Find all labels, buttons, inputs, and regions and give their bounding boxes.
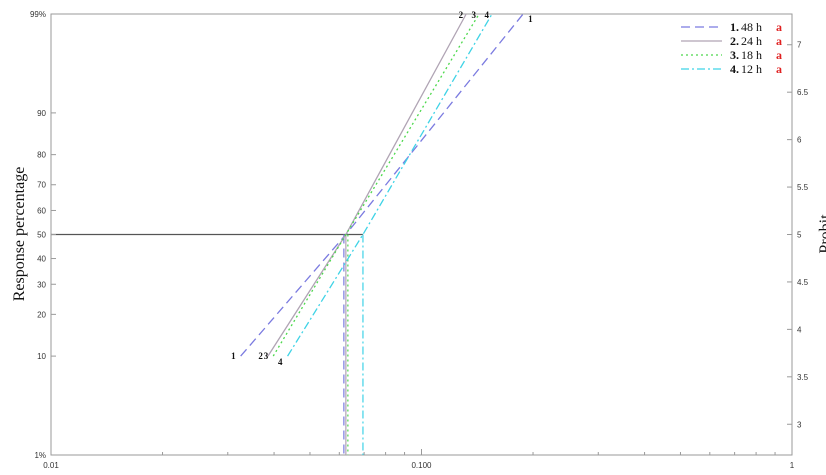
legend-number: 2. xyxy=(730,34,739,48)
y-tick-label: 99% xyxy=(30,10,46,19)
series-2: 22 xyxy=(258,10,467,455)
series-line xyxy=(287,13,493,357)
x-tick-label: 1 xyxy=(790,461,795,470)
y-tick-label: 40 xyxy=(37,255,46,264)
series-number-label: 3 xyxy=(264,351,269,361)
series-line xyxy=(267,13,467,357)
y-tick-label: 90 xyxy=(37,109,46,118)
legend-label: 2. 24 h xyxy=(730,34,762,48)
series-3: 33 xyxy=(264,10,480,455)
legend-number: 1. xyxy=(730,20,739,34)
legend-significance-letter: a xyxy=(776,20,782,34)
y2-tick-label: 4.5 xyxy=(797,278,809,287)
legend-significance-letter: a xyxy=(776,62,782,76)
legend-series-name: 24 h xyxy=(741,34,762,48)
legend: 1. 48 h a 2. 24 h a 3. 18 h a 4. 12 h a xyxy=(681,20,782,76)
legend-significance-letter: a xyxy=(776,34,782,48)
y-tick-label: 60 xyxy=(37,206,46,215)
y2-tick-label: 5.5 xyxy=(797,183,809,192)
legend-item: 1. 48 h a xyxy=(681,20,782,34)
legend-label: 4. 12 h xyxy=(730,62,762,76)
series-number-label: 1 xyxy=(231,351,236,361)
y-tick-label: 1% xyxy=(34,451,46,460)
legend-label: 1. 48 h xyxy=(730,20,762,34)
y-tick-label: 30 xyxy=(37,280,46,289)
legend-item: 2. 24 h a xyxy=(681,34,782,48)
legend-series-name: 12 h xyxy=(741,62,762,76)
legend-number: 3. xyxy=(730,48,739,62)
series-number-label: 4 xyxy=(278,357,283,367)
series-number-label: 4 xyxy=(485,10,490,20)
y-tick-label: 50 xyxy=(37,231,46,240)
y-tick-label: 10 xyxy=(37,352,46,361)
y2-tick-label: 6 xyxy=(797,136,802,145)
y-tick-label: 80 xyxy=(37,151,46,160)
y2-tick-label: 3.5 xyxy=(797,373,809,382)
legend-item: 3. 18 h a xyxy=(681,48,782,62)
y-tick-label: 70 xyxy=(37,181,46,190)
y2-tick-label: 3 xyxy=(797,420,802,429)
series-line xyxy=(240,13,524,357)
y-tick-label: 20 xyxy=(37,310,46,319)
legend-significance-letter: a xyxy=(776,48,782,62)
legend-label: 3. 18 h xyxy=(730,48,762,62)
y-axis-title: Response percentage xyxy=(11,167,28,302)
legend-number: 4. xyxy=(730,62,739,76)
legend-item: 4. 12 h a xyxy=(681,62,782,76)
series-4: 44 xyxy=(278,10,493,455)
series-number-label: 2 xyxy=(258,351,263,361)
y2-axis-title: Probit xyxy=(817,214,826,254)
x-tick-label: 0.100 xyxy=(411,461,432,470)
y2-tick-label: 4 xyxy=(797,325,802,334)
legend-series-name: 18 h xyxy=(741,48,762,62)
series-number-label: 2 xyxy=(459,10,464,20)
series-number-label: 1 xyxy=(528,14,533,24)
y2-tick-label: 5 xyxy=(797,231,802,240)
series-line xyxy=(272,13,480,357)
legend-series-name: 48 h xyxy=(741,20,762,34)
series-number-label: 3 xyxy=(472,10,477,20)
x-tick-label: 0.01 xyxy=(43,461,59,470)
y2-tick-label: 6.5 xyxy=(797,88,809,97)
axes-layer: 1% 10 20 30 40 50 60 70 80 90 99% 3 3.5 4 4.5 5 5.5 6 6.5 7… xyxy=(30,10,809,470)
y2-tick-label: 7 xyxy=(797,41,802,50)
